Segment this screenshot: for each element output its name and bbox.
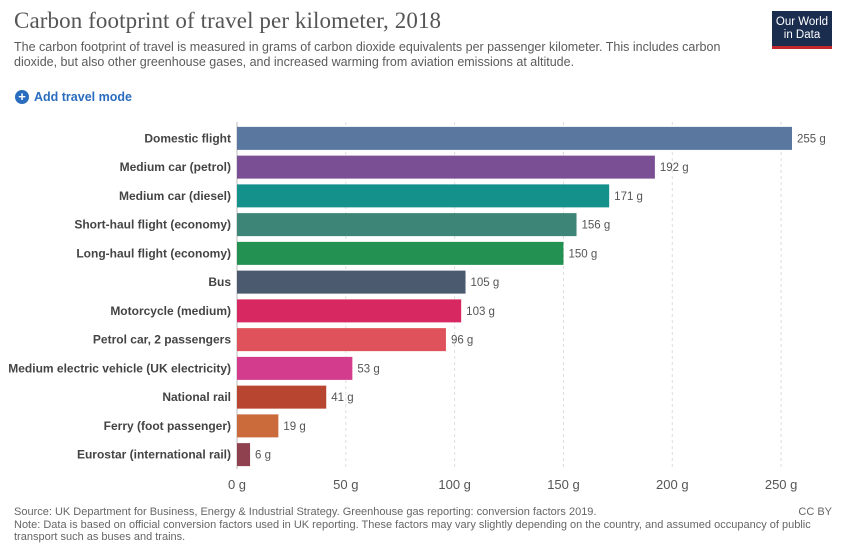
x-tick-label: 50 g: [333, 477, 358, 492]
bar[interactable]: [237, 385, 327, 409]
value-label: 96 g: [451, 335, 473, 347]
license-link[interactable]: CC BY: [798, 506, 832, 518]
add-travel-mode-button[interactable]: + Add travel mode: [15, 88, 132, 106]
category-label: Eurostar (international rail): [77, 448, 231, 462]
category-label: Petrol car, 2 passengers: [93, 333, 231, 347]
bar[interactable]: [237, 356, 353, 380]
value-label: 103 g: [466, 306, 495, 318]
category-label: Ferry (foot passenger): [104, 419, 231, 433]
value-label: 41 g: [331, 392, 353, 404]
category-label: National rail: [162, 390, 231, 404]
bar[interactable]: [237, 126, 792, 150]
x-tick-label: 200 g: [656, 477, 689, 492]
bars-layer: [237, 126, 792, 467]
logo-line-1: Our World: [775, 16, 829, 28]
plus-circle-icon: +: [15, 90, 29, 104]
bar[interactable]: [237, 155, 655, 179]
bar[interactable]: [237, 241, 564, 265]
bar[interactable]: [237, 299, 462, 323]
data-note: Note: Data is based on official conversi…: [14, 518, 811, 544]
bar[interactable]: [237, 213, 577, 237]
category-label: Long-haul flight (economy): [76, 246, 231, 260]
source-note: Source: UK Department for Business, Ener…: [14, 506, 597, 518]
category-label: Medium car (petrol): [120, 160, 231, 174]
category-label: Medium electric vehicle (UK electricity): [8, 361, 231, 375]
add-travel-mode-label: Add travel mode: [34, 90, 132, 104]
chart-subtitle: The carbon footprint of travel is measur…: [14, 40, 721, 69]
value-label: 150 g: [568, 248, 597, 260]
category-label: Medium car (diesel): [119, 189, 231, 203]
ticks-layer: 0 g 50 g 100 g 150 g 200 g 250 g: [228, 477, 797, 492]
category-label: Bus: [208, 275, 231, 289]
bar-chart: Domestic flight 255 g Medium car (petrol) 1…: [8, 122, 826, 492]
chart-footer: Source: UK Department for Business, Ener…: [14, 506, 834, 544]
x-tick-label: 100 g: [438, 477, 471, 492]
bar[interactable]: [237, 414, 279, 438]
bar[interactable]: [237, 270, 466, 294]
value-label: 192 g: [660, 162, 689, 174]
value-label: 171 g: [614, 191, 643, 203]
x-tick-label: 150 g: [547, 477, 580, 492]
bar[interactable]: [237, 328, 446, 352]
bar[interactable]: [237, 443, 251, 467]
category-label: Motorcycle (medium): [110, 304, 231, 318]
chart-title: Carbon footprint of travel per kilometer…: [14, 8, 442, 33]
value-label: 53 g: [357, 363, 379, 375]
labels-layer: Domestic flight 255 g Medium car (petrol) 1…: [8, 131, 826, 461]
value-label: 105 g: [471, 277, 500, 289]
value-label: 19 g: [283, 421, 305, 433]
bar[interactable]: [237, 184, 610, 208]
logo-line-2: in Data: [783, 29, 821, 41]
owid-logo[interactable]: Our World in Data: [772, 11, 832, 49]
x-tick-label: 250 g: [765, 477, 798, 492]
category-label: Domestic flight: [144, 131, 231, 145]
value-label: 156 g: [582, 220, 611, 232]
value-label: 6 g: [255, 450, 271, 462]
category-label: Short-haul flight (economy): [74, 218, 231, 232]
grid-layer: [236, 122, 782, 469]
value-label: 255 g: [797, 133, 826, 145]
x-tick-label: 0 g: [228, 477, 246, 492]
